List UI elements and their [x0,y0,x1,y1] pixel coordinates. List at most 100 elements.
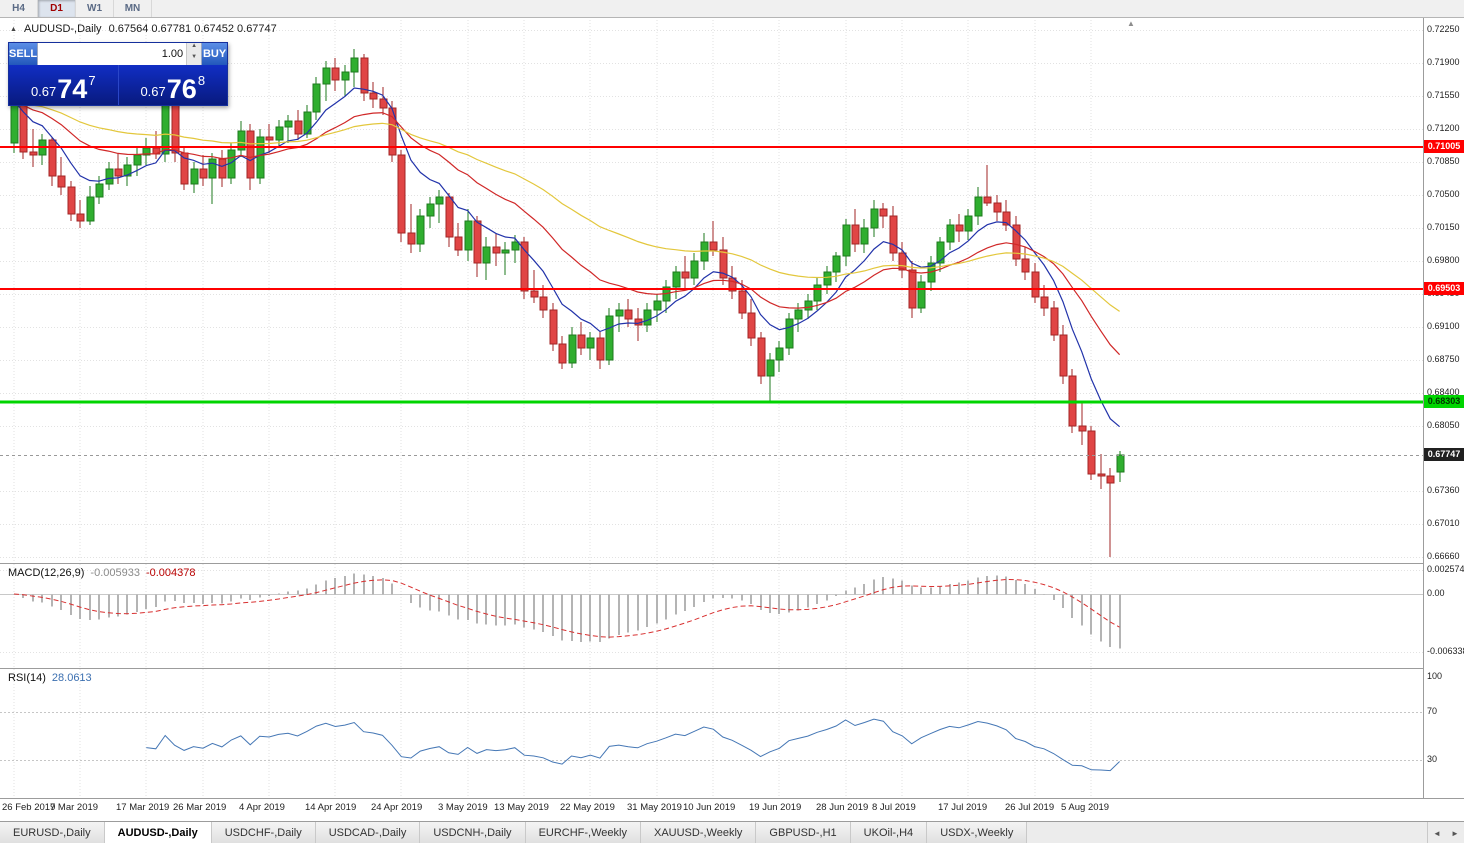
buy-button[interactable]: BUY [202,43,227,65]
candle [775,347,784,361]
tab-usdchf-daily[interactable]: USDCHF-,Daily [211,822,316,843]
candle [1097,473,1106,477]
candle [851,224,860,245]
candle [955,224,964,232]
time-axis-label: 14 Apr 2019 [305,802,357,813]
timeframe-toolbar: H4 D1 W1 MN [0,0,1464,18]
candle [558,343,567,364]
candle [218,158,227,179]
candle [473,220,482,264]
candle [1021,258,1030,273]
macd-axis-label: -0.006338 [1427,646,1464,656]
macd-axis-label: 0.00 [1427,588,1445,598]
time-axis[interactable]: 26 Feb 2019 7 Mar 2019 17 Mar 2019 26 Mar 2… [0,799,1423,820]
time-axis-label: 24 Apr 2019 [371,802,423,813]
candle [709,241,718,251]
tab-ukoil-h4[interactable]: UKOil-,H4 [850,822,928,843]
tab-eurchf-weekly[interactable]: EURCHF-,Weekly [525,822,641,843]
candle [568,334,577,364]
candle [1087,430,1096,475]
tab-usdx-weekly[interactable]: USDX-,Weekly [927,822,1028,843]
rsi-svg[interactable] [0,669,1423,798]
candle [586,337,595,349]
sell-button[interactable]: SELL [9,43,38,65]
candle [416,215,425,245]
candle [1040,296,1049,309]
panel-divider[interactable] [0,668,1464,669]
tab-usdcnh-daily[interactable]: USDCNH-,Daily [420,822,526,843]
candle [936,241,945,264]
sell-price-display[interactable]: 0.67 74 7 [9,65,119,105]
candle [454,236,463,251]
macd-svg[interactable] [0,564,1423,668]
period-button-mn[interactable]: MN [114,0,152,17]
price-axis-label: 0.71900 [1427,57,1460,67]
candle [804,300,813,311]
candle [331,67,340,81]
tab-eurusd-daily[interactable]: EURUSD-,Daily [0,822,105,843]
chart-shift-marker[interactable]: ▲ [1127,19,1135,28]
candle [397,154,406,234]
expand-triangle-icon[interactable]: ▲ [10,25,17,33]
candle [435,196,444,205]
candle [870,208,879,229]
tab-scroll-left-button[interactable]: ◄ [1433,828,1441,838]
macd-label: MACD(12,26,9) -0.005933 -0.004378 [8,567,196,579]
period-button-h4[interactable]: H4 [0,0,38,17]
tab-xauusd-weekly[interactable]: XAUUSD-,Weekly [640,822,757,843]
buy-price-display[interactable]: 0.67 76 8 [119,65,228,105]
panel-divider[interactable] [0,563,1464,564]
candle [464,220,473,251]
candle [785,318,794,349]
candle [360,57,369,94]
time-axis-label: 28 Jun 2019 [816,802,869,813]
price-axis-label: 0.72250 [1427,24,1460,34]
candle [86,196,95,222]
candle [842,224,851,257]
candle [1106,475,1115,484]
hline-price-badge: 0.69503 [1424,282,1464,295]
volume-up-button[interactable]: ▲ [187,43,202,54]
candle [520,241,529,292]
candle [123,164,132,177]
one-click-trading-panel: SELL ▲ ▼ BUY 0.67 74 7 0.67 76 8 [8,42,228,106]
candle [341,71,350,81]
price-axis-label: 0.71200 [1427,123,1460,133]
tab-gbpusd-h1[interactable]: GBPUSD-,H1 [756,822,851,843]
candle [974,196,983,217]
candle [511,241,520,251]
price-svg[interactable] [0,17,1423,563]
candle [643,309,652,326]
candle [794,309,803,320]
rsi-axis-label: 30 [1427,754,1438,764]
period-button-d1[interactable]: D1 [38,0,76,17]
volume-input[interactable] [38,43,187,65]
candle [813,284,822,302]
sell-price-big-digits: 74 [57,74,88,104]
candle [1059,334,1068,377]
period-button-w1[interactable]: W1 [76,0,114,17]
current-price-badge: 0.67747 [1424,448,1464,461]
rsi-value: 28.0613 [51,672,92,684]
candle [1078,425,1087,432]
price-axis-label: 0.67360 [1427,485,1460,495]
candle [653,300,662,311]
candle [539,296,548,311]
sell-price-prefix: 0.67 [30,84,57,99]
price-axis-label: 0.69100 [1427,321,1460,331]
time-axis-label: 13 May 2019 [494,802,549,813]
candle [105,168,114,185]
price-axis-column: 0.72250 0.71900 0.71550 0.71200 0.70850 0.705… [1424,17,1464,798]
candle [964,215,973,232]
candle [284,120,293,128]
macd-value-main: -0.005933 [90,567,140,579]
tab-scroll-right-button[interactable]: ► [1451,828,1459,838]
volume-down-button[interactable]: ▼ [187,54,202,65]
candle [766,359,775,377]
time-axis-label: 19 Jun 2019 [749,802,802,813]
price-axis-label: 0.70500 [1427,189,1460,199]
candle [76,213,85,222]
tab-audusd-daily[interactable]: AUDUSD-,Daily [104,822,212,843]
tab-usdcad-daily[interactable]: USDCAD-,Daily [315,822,421,843]
